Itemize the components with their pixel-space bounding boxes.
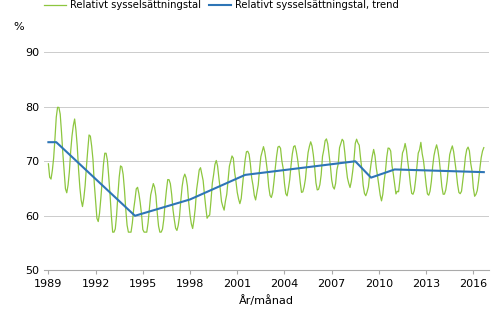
- Relativt sysselsättningstal, trend: [192, 195, 198, 199]
- Relativt sysselsättningstal: [45, 162, 51, 166]
- Relativt sysselsättningstal, trend: [45, 140, 51, 144]
- Legend: Relativt sysselsättningstal, Relativt sysselsättningstal, trend: Relativt sysselsättningstal, Relativt sy…: [44, 0, 399, 10]
- Relativt sysselsättningstal: [284, 194, 290, 198]
- Relativt sysselsättningstal: [481, 146, 487, 149]
- Relativt sysselsättningstal: [422, 170, 428, 174]
- Line: Relativt sysselsättningstal, trend: Relativt sysselsättningstal, trend: [48, 142, 484, 216]
- Text: %: %: [13, 22, 24, 32]
- Relativt sysselsättningstal, trend: [284, 168, 290, 172]
- Relativt sysselsättningstal: [103, 151, 109, 155]
- Line: Relativt sysselsättningstal: Relativt sysselsättningstal: [48, 107, 484, 232]
- Relativt sysselsättningstal: [286, 187, 291, 190]
- Relativt sysselsättningstal, trend: [320, 163, 326, 167]
- Relativt sysselsättningstal, trend: [132, 214, 138, 218]
- Relativt sysselsättningstal, trend: [420, 169, 426, 172]
- Relativt sysselsättningstal, trend: [481, 170, 487, 174]
- Relativt sysselsättningstal, trend: [102, 186, 108, 190]
- Relativt sysselsättningstal: [55, 105, 61, 109]
- Relativt sysselsättningstal: [110, 230, 116, 234]
- X-axis label: År/månad: År/månad: [239, 295, 294, 306]
- Relativt sysselsättningstal: [194, 188, 200, 191]
- Relativt sysselsättningstal, trend: [283, 168, 288, 172]
- Relativt sysselsättningstal: [321, 148, 327, 152]
